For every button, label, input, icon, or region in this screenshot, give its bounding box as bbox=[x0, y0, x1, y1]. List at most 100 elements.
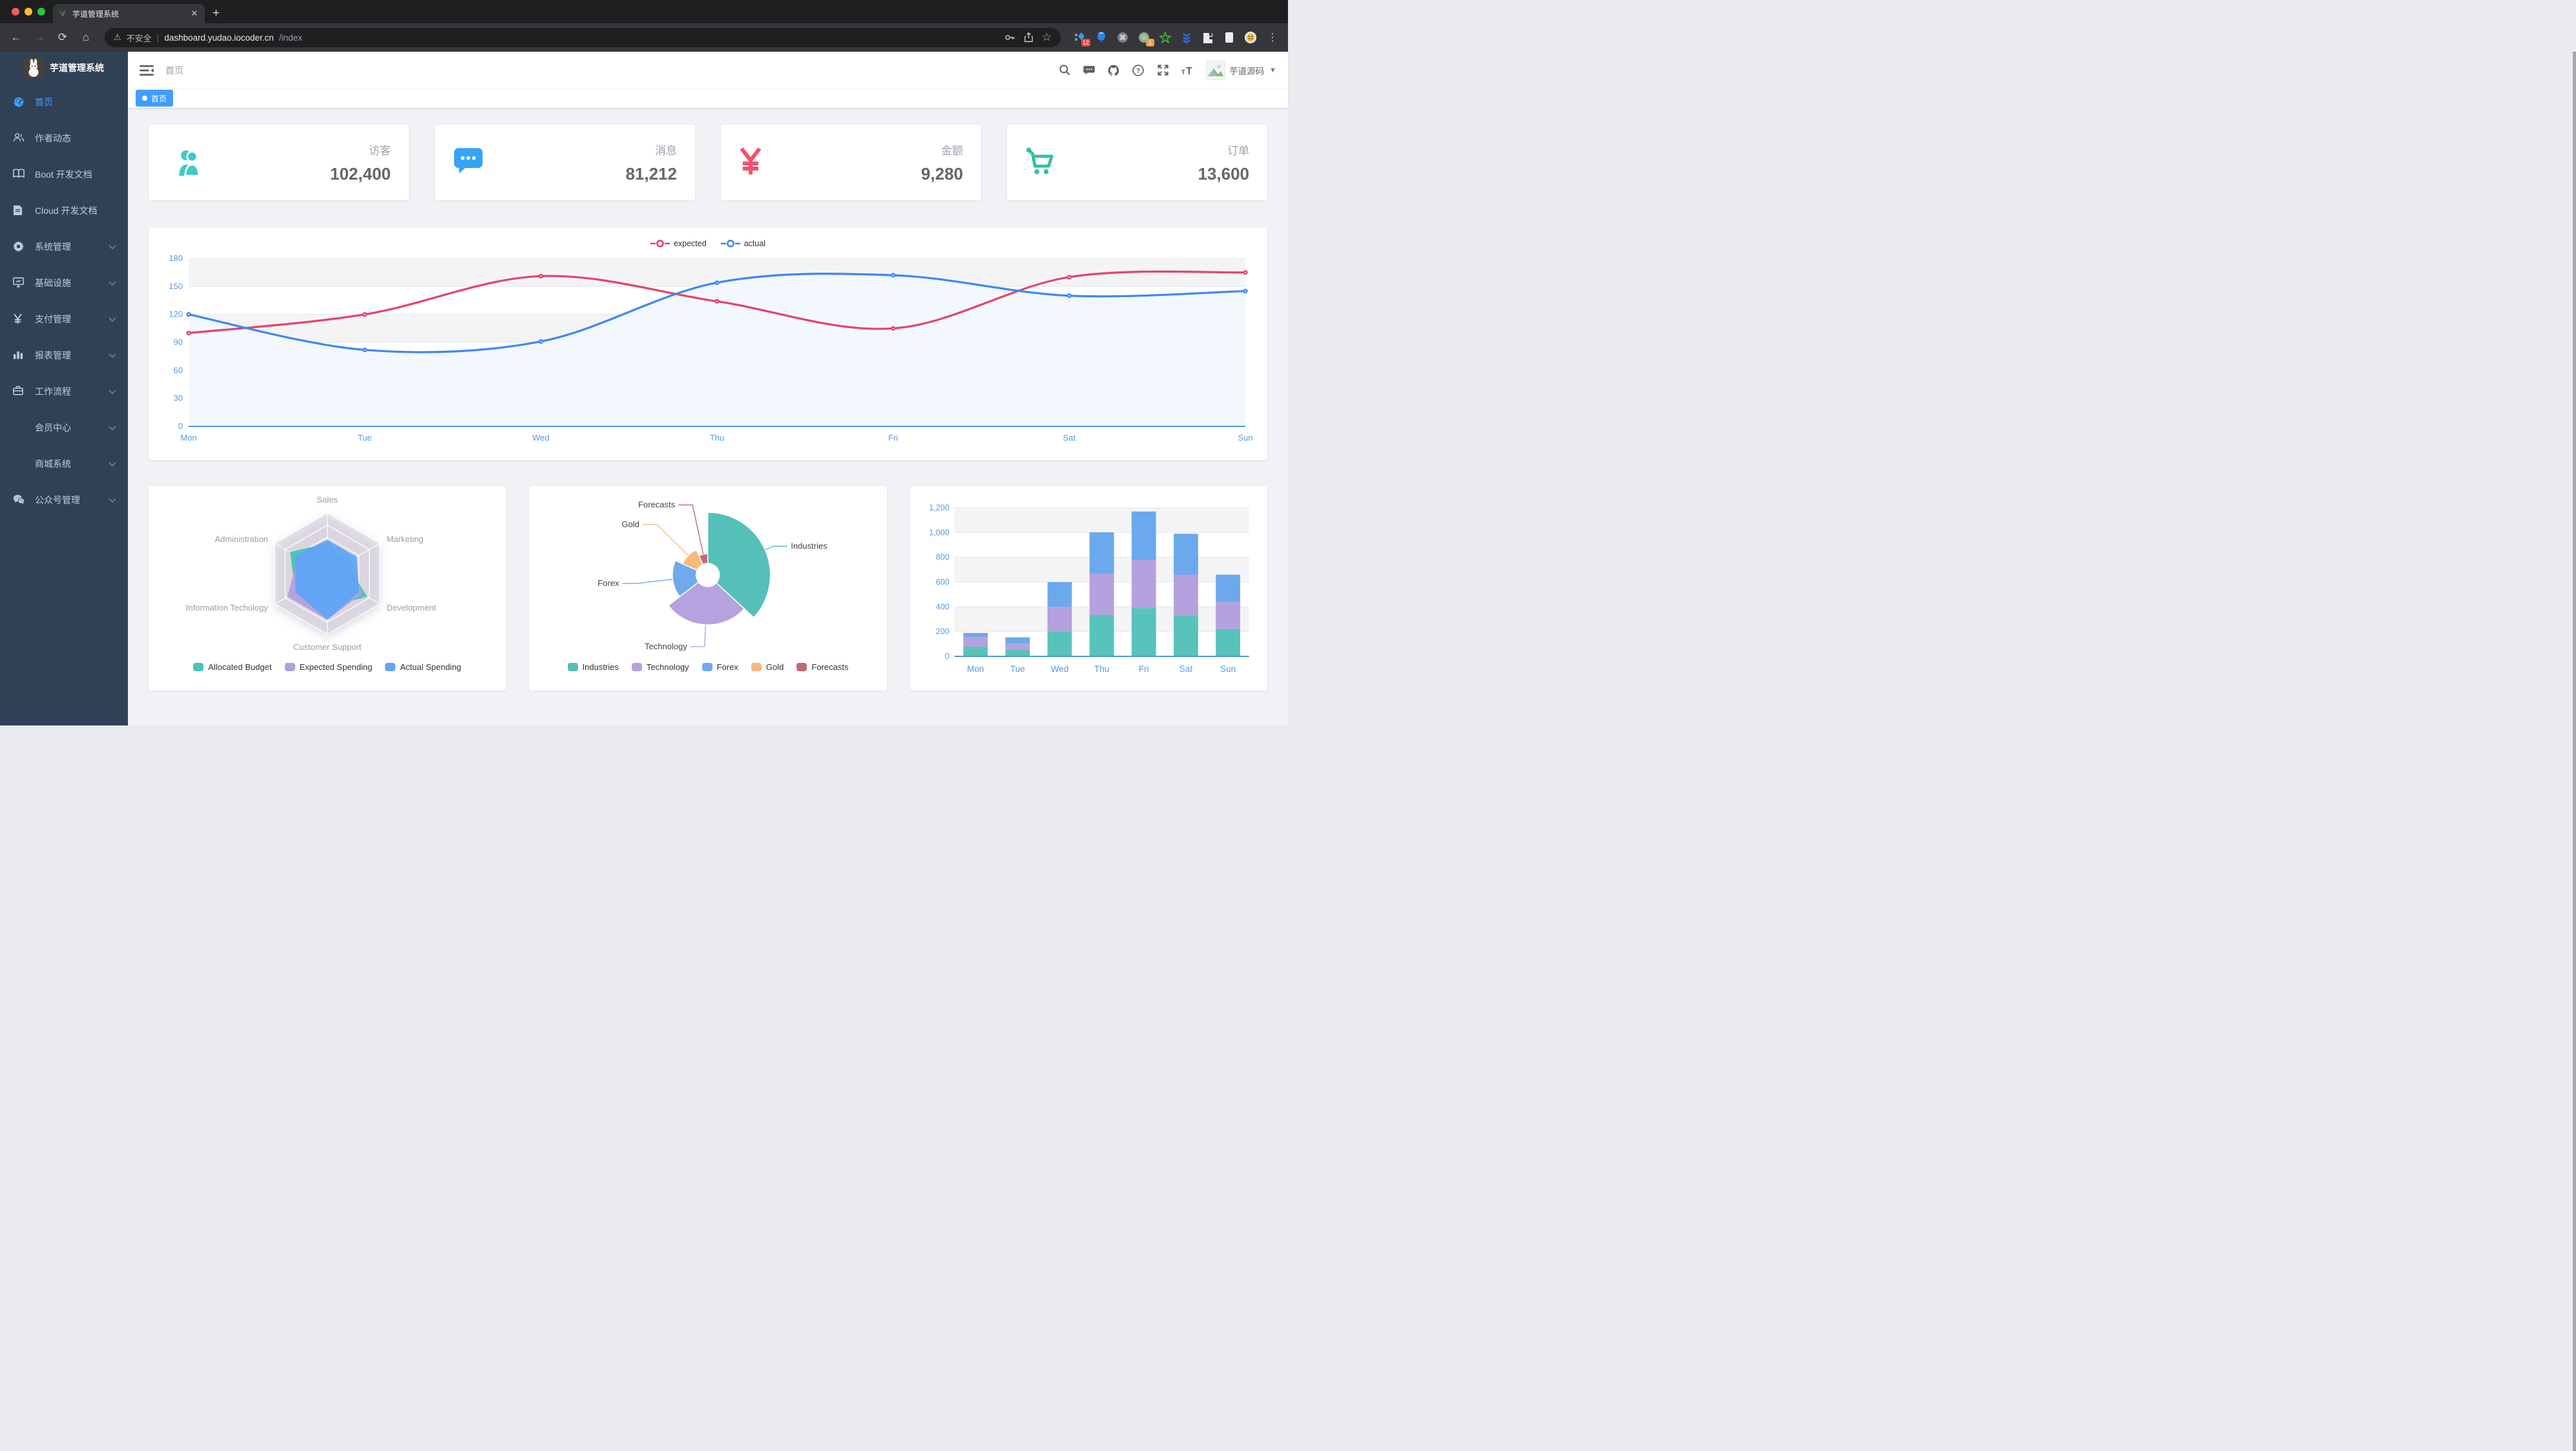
svg-text:Development: Development bbox=[386, 603, 436, 612]
password-key-icon[interactable] bbox=[1004, 32, 1015, 43]
new-tab-button[interactable]: + bbox=[213, 6, 220, 20]
bookmark-star-icon[interactable]: ☆ bbox=[1041, 31, 1052, 43]
sidebar-item-document[interactable]: Cloud 开发文档 bbox=[0, 193, 128, 229]
sidebar-item-gear[interactable]: 系统管理 bbox=[0, 229, 128, 265]
svg-text:?: ? bbox=[1136, 67, 1140, 74]
page-scrollbar[interactable] bbox=[2573, 52, 2576, 1451]
forward-button[interactable]: → bbox=[34, 31, 45, 43]
stat-card-value: 102,400 bbox=[330, 163, 391, 183]
wechat-icon bbox=[13, 494, 25, 506]
svg-text:150: 150 bbox=[169, 281, 183, 291]
svg-text:Sat: Sat bbox=[1063, 433, 1076, 443]
chevron-down-icon bbox=[109, 242, 116, 252]
svg-text:0: 0 bbox=[944, 652, 949, 661]
svg-text:Information Techology: Information Techology bbox=[186, 603, 268, 612]
command-extension-icon[interactable]: ⌘ bbox=[1116, 31, 1129, 44]
sidebar-logo[interactable]: 芋道管理系统 bbox=[0, 52, 128, 84]
reader-mode-extension-icon[interactable] bbox=[1223, 31, 1236, 44]
legend-label: Allocated Budget bbox=[208, 662, 272, 672]
sidebar-item-dashboard[interactable]: 首页 bbox=[0, 84, 128, 120]
sidebar-item-book[interactable]: Boot 开发文档 bbox=[0, 156, 128, 193]
svg-text:Mon: Mon bbox=[967, 664, 984, 674]
search-icon[interactable] bbox=[1054, 59, 1075, 81]
close-window-button[interactable] bbox=[12, 8, 19, 16]
user-menu[interactable]: 芋道源码 ▼ bbox=[1206, 60, 1276, 80]
stat-card-value: 81,212 bbox=[625, 163, 677, 183]
home-button[interactable]: ⌂ bbox=[82, 31, 90, 43]
bar-chart[interactable]: Mon Tue Wed Thu Fri Sat Sun 0 200 400 600 800 1,000 1… bbox=[920, 494, 1257, 681]
svg-text:0: 0 bbox=[178, 421, 183, 431]
svg-text:800: 800 bbox=[935, 553, 949, 562]
people-icon bbox=[13, 132, 25, 144]
sidebar-item-monitor[interactable]: 基础设施 bbox=[0, 265, 128, 301]
reload-button[interactable]: ⟳ bbox=[57, 31, 68, 43]
tab-title: 芋道管理系统 bbox=[72, 9, 119, 19]
pie-chart[interactable]: Industries Technology Forex Gold Forecasts bbox=[539, 494, 876, 655]
balloon-extension-icon[interactable] bbox=[1095, 31, 1108, 44]
chevron-down-icon bbox=[109, 386, 116, 397]
profile-emoji-extension-icon[interactable] bbox=[1244, 31, 1257, 44]
zoom-window-button[interactable] bbox=[37, 8, 45, 16]
yen-icon bbox=[13, 313, 25, 325]
back-button[interactable]: ← bbox=[10, 31, 22, 43]
svg-text:Wed: Wed bbox=[1050, 664, 1068, 674]
line-chart-legend: expected actual bbox=[161, 234, 1254, 253]
legend-item-expected[interactable]: expected bbox=[650, 239, 707, 248]
fullscreen-icon[interactable] bbox=[1152, 59, 1174, 81]
radar-chart[interactable]: Sales Marketing Development Customer Suppor… bbox=[159, 494, 495, 655]
none-icon bbox=[13, 422, 25, 433]
stat-card-people[interactable]: 访客 102,400 bbox=[149, 125, 409, 200]
sidebar-item-sub-9[interactable]: 会员中心 bbox=[0, 410, 128, 446]
legend-item-allocated-budget[interactable]: Allocated Budget bbox=[193, 662, 272, 672]
legend-marker-icon bbox=[720, 240, 740, 247]
hamburger-collapse-icon[interactable] bbox=[140, 65, 154, 76]
tab-strip: 芋道管理系统 ✕ + bbox=[0, 0, 1288, 23]
pie-chart-panel: Industries Technology Forex Gold Forecasts I… bbox=[529, 486, 887, 691]
blue-chevrons-extension-icon[interactable] bbox=[1180, 31, 1193, 44]
legend-item-actual-spending[interactable]: Actual Spending bbox=[385, 662, 461, 672]
legend-item-forex[interactable]: Forex bbox=[701, 662, 738, 672]
svg-text:120: 120 bbox=[169, 309, 183, 319]
message-icon[interactable] bbox=[1078, 59, 1100, 81]
legend-item-technology[interactable]: Technology bbox=[631, 662, 689, 672]
stat-card-money[interactable]: 金额 9,280 bbox=[721, 125, 981, 200]
github-icon[interactable] bbox=[1103, 59, 1125, 81]
sidebar-item-wechat[interactable]: 公众号管理 bbox=[0, 482, 128, 518]
legend-item-forecasts[interactable]: Forecasts bbox=[796, 662, 848, 672]
monitor-icon bbox=[13, 277, 25, 289]
legend-item-expected-spending[interactable]: Expected Spending bbox=[284, 662, 372, 672]
top-navbar: 首页 ? T bbox=[128, 52, 1288, 89]
sidebar: 芋道管理系统 首页 作者动态 Boot 开发文档 Cloud 开发文档 系统管理 基础设施… bbox=[0, 52, 128, 725]
puzzle-extension-icon[interactable] bbox=[1201, 31, 1214, 44]
sidebar-item-sub-10[interactable]: 商城系统 bbox=[0, 446, 128, 482]
window-controls[interactable] bbox=[6, 0, 53, 23]
share-icon[interactable] bbox=[1023, 32, 1034, 43]
legend-item-actual[interactable]: actual bbox=[720, 239, 765, 248]
legend-item-industries[interactable]: Industries bbox=[567, 662, 619, 672]
pinned-panel-extension-icon[interactable]: 12 bbox=[1074, 31, 1090, 47]
tab-close-icon[interactable]: ✕ bbox=[191, 8, 198, 18]
stat-card-message[interactable]: 消息 81,212 bbox=[435, 125, 695, 200]
svg-text:Thu: Thu bbox=[1094, 664, 1109, 674]
sidebar-item-yen[interactable]: 支付管理 bbox=[0, 301, 128, 337]
line-chart[interactable]: 0 30 60 90 120 150 180 Mon Tue Wed Thu Fri Sat Sun bbox=[161, 253, 1254, 447]
help-icon[interactable]: ? bbox=[1127, 59, 1149, 81]
green-star-extension-icon[interactable] bbox=[1159, 31, 1172, 44]
minimize-window-button[interactable] bbox=[25, 8, 32, 16]
sidebar-item-label: Boot 开发文档 bbox=[35, 169, 92, 180]
sidebar-item-people[interactable]: 作者动态 bbox=[0, 120, 128, 156]
browser-menu-icon[interactable]: ⋮ bbox=[1267, 32, 1278, 43]
stat-card-label: 消息 bbox=[655, 144, 677, 157]
recorder-extension-icon[interactable]: 1 bbox=[1137, 31, 1154, 47]
tag-home[interactable]: 首页 bbox=[136, 90, 174, 107]
sidebar-item-label: 公众号管理 bbox=[35, 495, 80, 505]
tab-favicon-leaf-icon bbox=[59, 9, 67, 17]
stat-card-cart[interactable]: 订单 13,600 bbox=[1007, 125, 1267, 200]
browser-tab[interactable]: 芋道管理系统 ✕ bbox=[53, 4, 205, 23]
legend-item-gold[interactable]: Gold bbox=[751, 662, 784, 672]
sidebar-item-briefcase[interactable]: 工作流程 bbox=[0, 373, 128, 410]
chevron-down-icon bbox=[109, 278, 116, 288]
sidebar-item-bar-chart[interactable]: 报表管理 bbox=[0, 337, 128, 373]
address-bar[interactable]: ⚠ 不安全 | dashboard.yudao.iocoder.cn/index… bbox=[105, 28, 1061, 47]
